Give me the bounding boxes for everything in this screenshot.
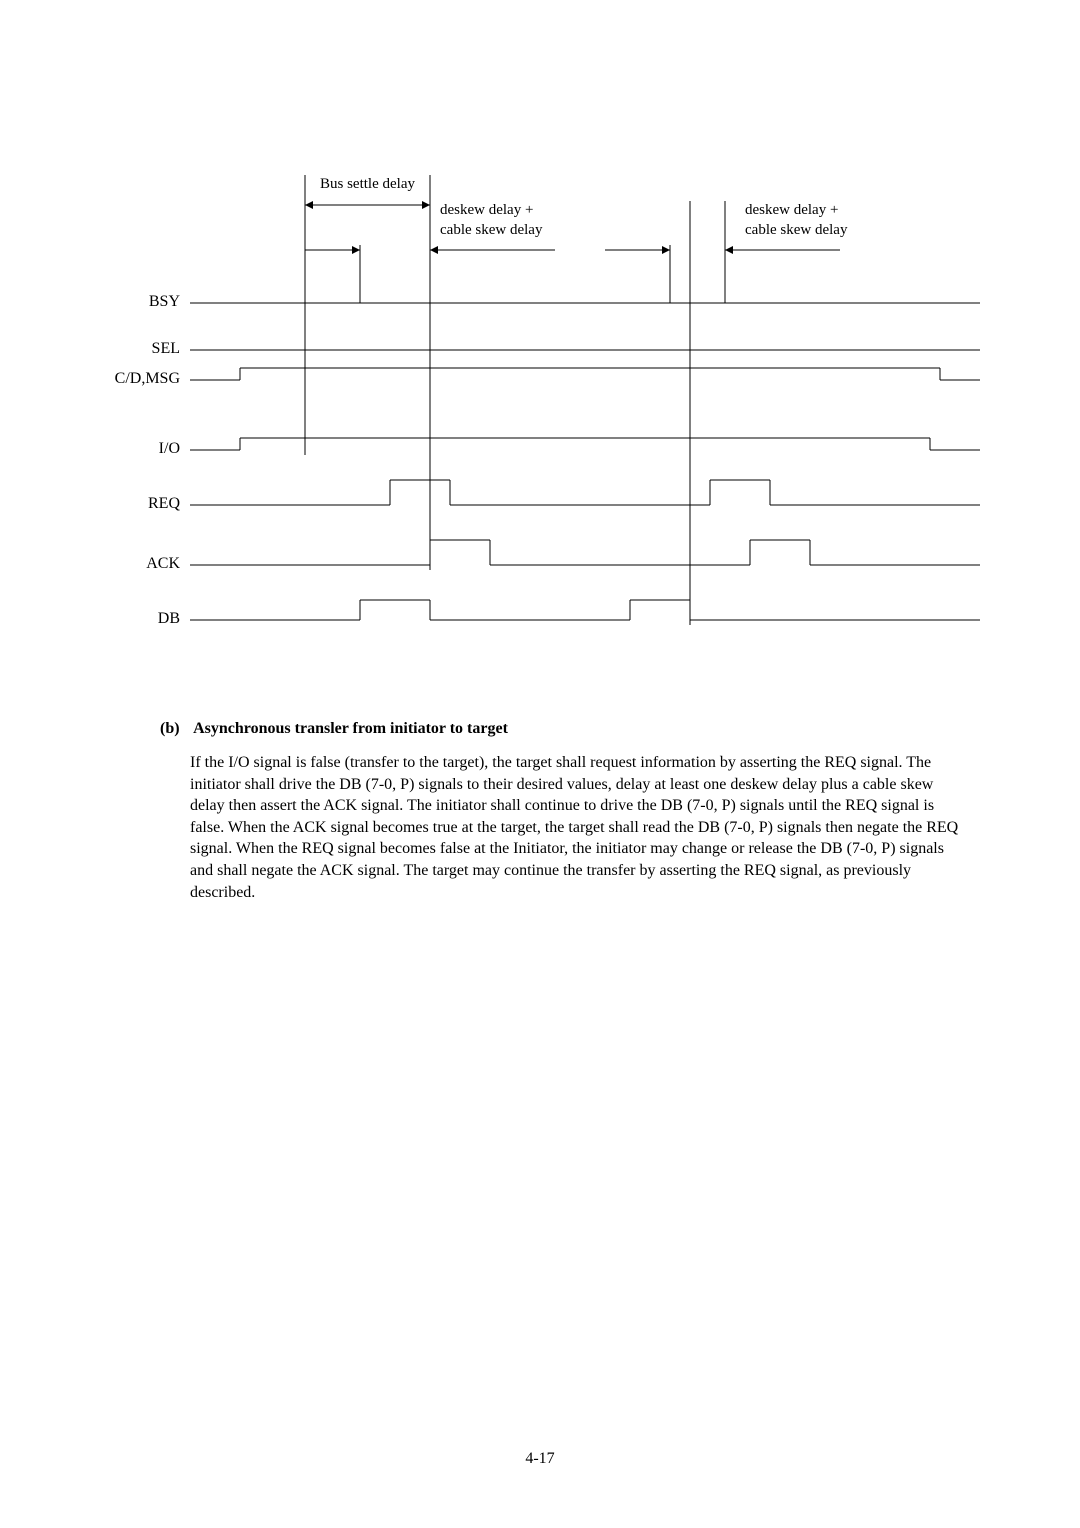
annot-bus-settle: Bus settle delay <box>320 175 415 195</box>
label-ack: ACK <box>110 555 180 573</box>
annot-deskew-2-line2: cable skew delay <box>745 222 847 238</box>
label-bsy: BSY <box>110 293 180 311</box>
section-body: If the I/O signal is false (transfer to … <box>190 752 960 903</box>
section-num: (b) <box>160 720 190 738</box>
page-number: 4-17 <box>0 1450 1080 1468</box>
annot-deskew-1: deskew delay + cable skew delay <box>440 201 542 240</box>
section-title: Asynchronous transler from initiator to … <box>193 720 508 737</box>
label-sel: SEL <box>110 340 180 358</box>
label-req: REQ <box>110 495 180 513</box>
annot-deskew-1-line2: cable skew delay <box>440 222 542 238</box>
annot-deskew-2: deskew delay + cable skew delay <box>745 201 847 240</box>
label-cdmsg: C/D,MSG <box>110 370 180 388</box>
timing-svg <box>110 175 990 645</box>
section-b: (b) Asynchronous transler from initiator… <box>160 720 960 903</box>
annot-deskew-1-line1: deskew delay + <box>440 202 533 218</box>
label-db: DB <box>110 610 180 628</box>
timing-diagram: Bus settle delay deskew delay + cable sk… <box>110 175 990 635</box>
annot-deskew-2-line1: deskew delay + <box>745 202 838 218</box>
label-io: I/O <box>110 440 180 458</box>
annot-bus-settle-text: Bus settle delay <box>320 176 415 192</box>
section-heading: (b) Asynchronous transler from initiator… <box>160 720 960 738</box>
